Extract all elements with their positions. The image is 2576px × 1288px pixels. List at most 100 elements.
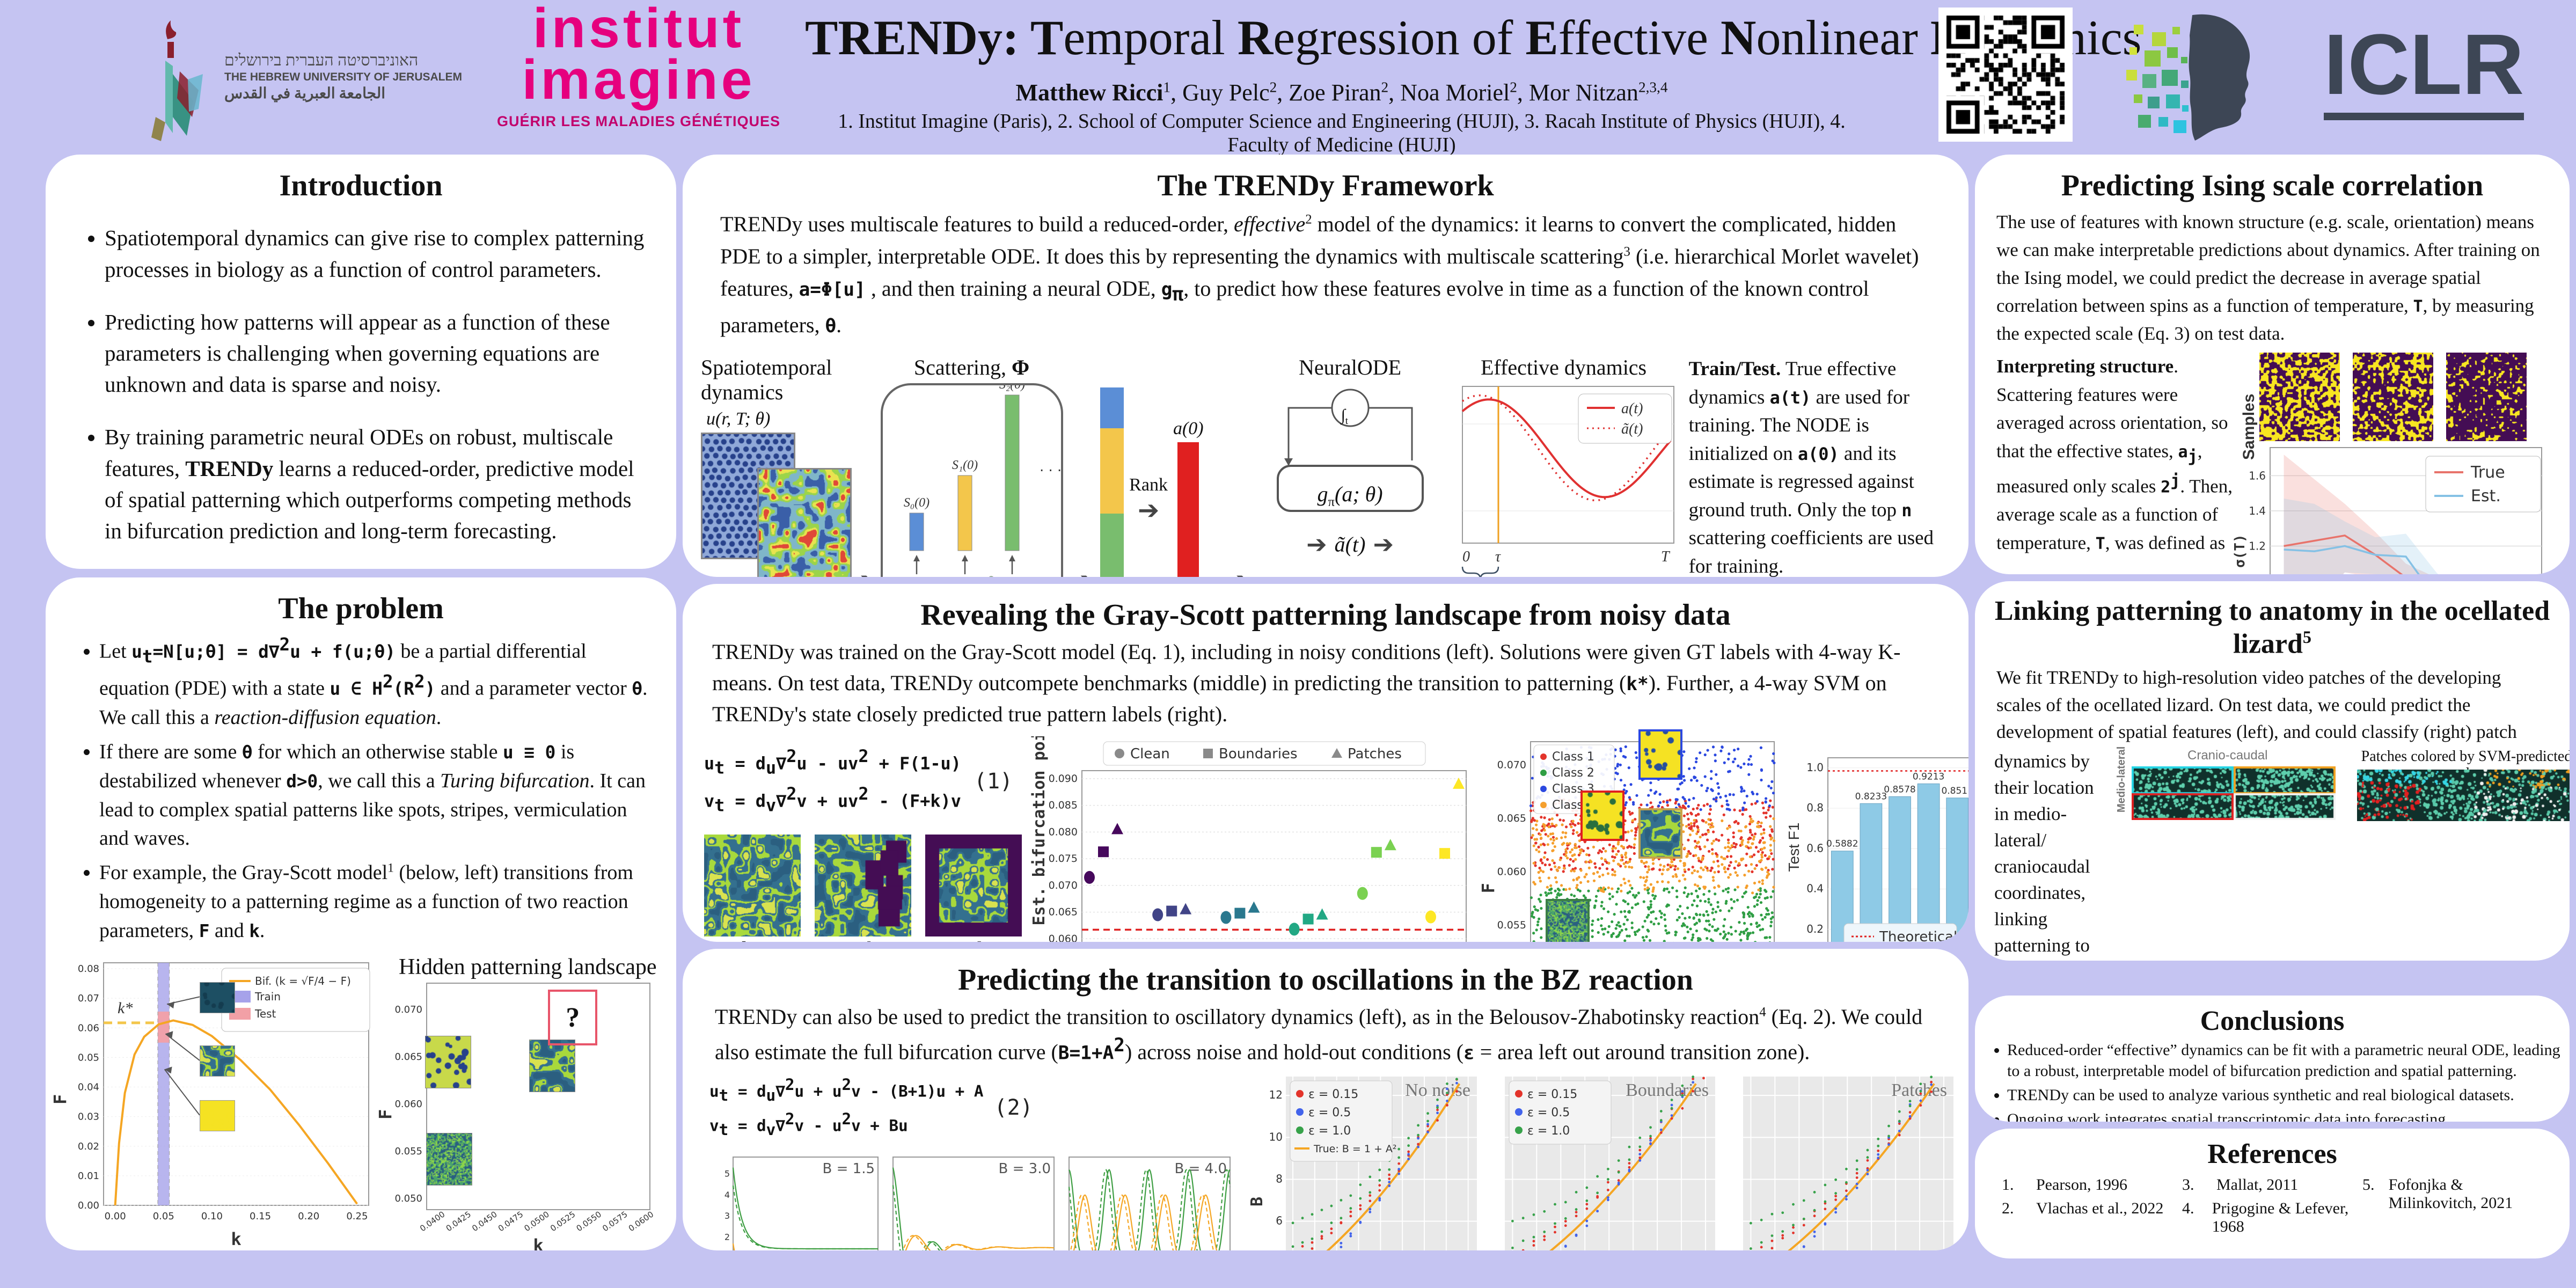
svg-text:0.0550: 0.0550 xyxy=(575,1210,603,1234)
rank-label: Rank xyxy=(1129,475,1168,495)
svg-text:0.2: 0.2 xyxy=(1806,923,1824,935)
svg-text:B: B xyxy=(1250,1197,1267,1206)
svg-text:0.07: 0.07 xyxy=(78,993,99,1004)
list-item: TRENDy can be used to analyze various sy… xyxy=(2007,1085,2570,1106)
huji-logo: האוניברסיטה העברית בירושלים THE HEBREW U… xyxy=(123,10,462,144)
bz-bifurcation-panels: 246810121.501.752.002.252.502.753.003.25… xyxy=(1248,1072,1958,1250)
list-item: For example, the Gray-Scott model1 (belo… xyxy=(99,859,650,946)
svg-text:ε = 0.5: ε = 0.5 xyxy=(1308,1106,1351,1119)
references-list: 1. Pearson, 1996 2. Vlachas et al., 2022 3. M… xyxy=(1975,1176,2570,1241)
imagine-word-1: institut xyxy=(532,0,745,60)
ising-scale-chart: 0.81.01.21.41.64.3344.6675.0005.3335.667… xyxy=(2232,441,2555,574)
svg-text:6: 6 xyxy=(1276,1214,1283,1227)
atilde-label: ã(t) xyxy=(1334,532,1366,557)
svg-text:0.05: 0.05 xyxy=(78,1052,99,1064)
huji-english: THE HEBREW UNIVERSITY OF JERUSALEM xyxy=(224,71,462,84)
poster-header: האוניברסיטה העברית בירושלים THE HEBREW U… xyxy=(0,0,2576,156)
unknown-pattern-box: ? xyxy=(548,990,598,1046)
ising-figures: Samples 0.81.01.21.41.64.3344.6675.0005.… xyxy=(2232,353,2555,574)
scattering-column: Scattering, Φ S₀(0)S₁(0)S₂(0). . .. . . xyxy=(880,355,1063,577)
svg-text:S₀(0): S₀(0) xyxy=(903,496,929,510)
list-item: Let ut=N[u;θ] = d∇2u + f(u;θ) be a parti… xyxy=(99,632,650,732)
svg-text:0.080: 0.080 xyxy=(1049,826,1078,838)
equation-1-number: (1) xyxy=(974,769,1013,794)
rank-arrow-icon: ➔ xyxy=(1137,495,1160,525)
introduction-title: Introduction xyxy=(279,169,443,202)
svg-text:0.8233: 0.8233 xyxy=(1855,792,1887,802)
bz-left-column: ut = du∇2u + u2v - (B+1)u + A vt = dv∇2v… xyxy=(709,1072,1240,1250)
problem-bullets: Let ut=N[u;θ] = d∇2u + f(u;θ) be a parti… xyxy=(56,632,650,946)
svg-text:ã(t): ã(t) xyxy=(1621,421,1643,437)
svg-text:0.15: 0.15 xyxy=(250,1211,271,1222)
test-f1-bars: 0.00.20.40.60.81.00.5882SG0.8233T20.8578… xyxy=(1785,736,1968,942)
a0-bar xyxy=(1177,442,1199,577)
lizard-title: Linking patterning to anatomy in the oce… xyxy=(1994,596,2550,660)
gray-scott-eq-column: ut = du∇2u - uv2 + F(1-u) vt = dv∇2v + u… xyxy=(704,736,1023,942)
svg-text:0.060: 0.060 xyxy=(394,1099,422,1110)
svg-text:0.0400: 0.0400 xyxy=(418,1210,447,1234)
list-item: Spatiotemporal dynamics can give rise to… xyxy=(105,222,647,284)
effective-dynamics-column: Effective dynamics a(t)ã(t)0τTBurn-in xyxy=(1448,355,1679,577)
svg-text:k: k xyxy=(231,1229,241,1249)
framework-intro: TRENDy uses multiscale features to build… xyxy=(720,212,1919,337)
panel-ising: Predicting Ising scale correlation The u… xyxy=(1975,155,2570,574)
iclr-text: ICLR xyxy=(2324,16,2524,112)
svg-text:3: 3 xyxy=(724,1211,730,1221)
poster-title: TRENDy: Temporal Regression of Effective… xyxy=(805,10,2141,65)
patches-sample: Patches xyxy=(815,835,911,942)
spatiotemporal-label: Spatiotemporal dynamics xyxy=(701,355,832,404)
bz-timeseries: 123450500100015002000tB = 1.505001000150… xyxy=(709,1152,1240,1250)
svg-text:Theoretical: Theoretical xyxy=(1879,929,1957,942)
svg-text:0.0525: 0.0525 xyxy=(548,1210,577,1234)
neuralode-loop xyxy=(1276,389,1424,512)
svg-text:0.070: 0.070 xyxy=(1049,880,1078,891)
panel-references: References 1. Pearson, 1996 2. Vlachas et a… xyxy=(1975,1129,2570,1258)
svm-phase-chart: 0.0500.0550.0600.0650.0700.04000.04250.0… xyxy=(1478,729,1780,942)
conclusions-title: Conclusions xyxy=(2200,1006,2345,1036)
huji-arabic: الجامعة العبرية في القدس xyxy=(224,85,386,103)
a0-label: a(0) xyxy=(1173,419,1204,438)
svg-text:0.08: 0.08 xyxy=(78,963,99,975)
svg-text:5: 5 xyxy=(724,1168,730,1179)
u-top-label: u(r, T; θ) xyxy=(706,409,771,429)
svg-text:Est. bifurcation point (k*): Est. bifurcation point (k*) xyxy=(1030,736,1049,926)
svg-text:ε = 0.15: ε = 0.15 xyxy=(1527,1088,1577,1101)
svg-text:0.055: 0.055 xyxy=(1497,919,1526,931)
hidden-landscape-title: Hidden patterning landscape xyxy=(399,955,657,980)
atilde-arrow-in-icon: ➔ xyxy=(1306,530,1327,559)
gray-scott-title: Revealing the Gray-Scott patterning land… xyxy=(920,598,1731,632)
reference-item: 2. Vlachas et al., 2022 xyxy=(2002,1199,2164,1217)
svg-text:0.0500: 0.0500 xyxy=(522,1210,551,1234)
huji-text: האוניברסיטה העברית בירושלים THE HEBREW U… xyxy=(224,50,462,104)
svg-text:2: 2 xyxy=(724,1232,730,1242)
poster-authors: Matthew Ricci1, Guy Pelc2, Zoe Piran2, N… xyxy=(1015,79,1668,106)
framework-title: The TRENDy Framework xyxy=(1157,169,1494,202)
craniocaudal-label: Cranio-caudal xyxy=(2187,748,2268,763)
list-item: By training parametric neural ODEs on ro… xyxy=(105,421,647,546)
ising-intro: The use of features with known structure… xyxy=(1996,211,2540,344)
gray-scott-intro: TRENDy was trained on the Gray-Scott mod… xyxy=(712,640,1901,727)
scattering-box: S₀(0)S₁(0)S₂(0). . .. . . xyxy=(880,378,1063,577)
lizard-body: We fit TRENDy to high-resolution video p… xyxy=(1996,667,2517,743)
panel-gray-scott: Revealing the Gray-Scott patterning land… xyxy=(683,584,1968,942)
effective-dynamics-chart: a(t)ã(t)0τTBurn-in xyxy=(1448,380,1679,577)
effective-dynamics-label: Effective dynamics xyxy=(1480,355,1647,379)
framework-diagram: Spatiotemporal dynamics u(r, T; θ) u(r, … xyxy=(683,341,1968,577)
svg-text:0.9213: 0.9213 xyxy=(1913,772,1944,782)
svg-text:Boundaries: Boundaries xyxy=(1626,1080,1709,1100)
svg-text:0.050: 0.050 xyxy=(394,1193,422,1204)
u-r0-image xyxy=(757,468,852,577)
lizard-body-2: dynamics by their location in medio-late… xyxy=(1994,751,2094,956)
svg-text:. . .: . . . xyxy=(1040,459,1061,475)
svg-text:ε = 1.0: ε = 1.0 xyxy=(1527,1124,1570,1138)
svg-text:10: 10 xyxy=(1269,1130,1283,1143)
svg-text:Clean: Clean xyxy=(1130,746,1170,762)
svg-text:0.03: 0.03 xyxy=(78,1111,99,1123)
title-block: TRENDy: Temporal Regression of Effective… xyxy=(805,10,2141,157)
rank-column: Rank ➔ a(0) xyxy=(1100,387,1219,577)
imagine-word-2: imagine xyxy=(522,48,756,111)
ising-interpretation: Interpreting structure. Scattering featu… xyxy=(1996,353,2233,574)
svg-text:0.065: 0.065 xyxy=(1049,906,1078,918)
svg-text:0.02: 0.02 xyxy=(78,1141,99,1152)
svg-text:T: T xyxy=(1661,548,1671,565)
